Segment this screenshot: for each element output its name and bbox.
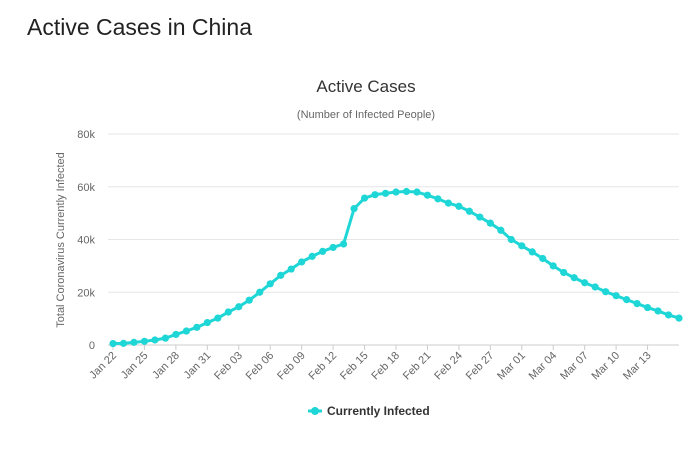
data-point: [664, 311, 673, 319]
page-title: Active Cases in China: [27, 14, 252, 40]
y-tick-label: 80k: [77, 129, 95, 141]
data-point: [287, 265, 295, 273]
x-tick-label: Jan 31: [182, 350, 214, 382]
data-point: [339, 240, 348, 248]
data-point: [675, 314, 683, 322]
data-point: [518, 242, 526, 250]
x-tick-label: Mar 13: [621, 350, 654, 383]
y-tick-label: 0: [89, 340, 95, 352]
x-tick-label: Jan 25: [119, 350, 151, 382]
x-tick-label: Jan 22: [87, 350, 119, 382]
data-point: [224, 308, 232, 316]
x-tick-label: Feb 27: [464, 350, 497, 383]
data-point: [455, 202, 463, 210]
data-point: [371, 191, 379, 199]
y-axis-ticks: 0 20k 40k 60k 80k: [77, 129, 95, 352]
x-tick-label: Feb 09: [275, 350, 308, 383]
data-point: [423, 191, 432, 199]
data-point: [256, 288, 264, 296]
y-tick-label: 40k: [77, 235, 95, 247]
data-point: [591, 283, 599, 291]
data-point: [654, 307, 662, 315]
data-point: [214, 314, 222, 322]
chart-title: Active Cases: [316, 77, 415, 96]
data-point: [444, 199, 453, 207]
data-point: [581, 279, 589, 287]
data-point: [560, 268, 568, 277]
data-point: [277, 271, 285, 279]
data-point: [182, 327, 190, 335]
data-point: [402, 187, 411, 196]
data-point: [465, 207, 473, 215]
data-point: [476, 213, 484, 221]
data-point: [507, 235, 515, 244]
y-tick-label: 60k: [77, 182, 95, 194]
x-tick-label: Jan 28: [150, 350, 182, 382]
data-point: [612, 292, 620, 300]
data-point: [392, 188, 400, 196]
data-point: [245, 296, 253, 304]
data-point: [602, 288, 610, 296]
chart-subtitle: (Number of Infected People): [297, 109, 435, 121]
data-point: [360, 194, 369, 202]
data-point: [203, 318, 211, 327]
x-tick-label: Mar 07: [558, 350, 591, 383]
x-tick-label: Feb 03: [212, 350, 245, 383]
x-tick-label: Feb 24: [432, 350, 465, 383]
x-tick-label: Feb 06: [244, 350, 277, 383]
legend-label[interactable]: Currently Infected: [327, 404, 430, 418]
y-tick-label: 20k: [77, 287, 95, 299]
data-point: [319, 247, 327, 255]
legend-marker-icon: [311, 407, 319, 415]
data-point: [140, 337, 149, 345]
data-point: [570, 274, 578, 282]
data-point: [119, 339, 128, 347]
data-point: [413, 188, 421, 196]
data-point: [151, 336, 159, 344]
series-line: [111, 190, 681, 346]
data-point: [130, 338, 138, 346]
data-point: [161, 334, 170, 342]
gridlines: [108, 133, 679, 346]
data-point: [109, 339, 117, 348]
data-point: [298, 258, 306, 266]
x-tick-label: Mar 10: [590, 350, 623, 383]
data-point: [434, 195, 442, 203]
data-point: [622, 296, 631, 304]
data-point: [539, 254, 547, 263]
x-tick-label: Feb 18: [369, 350, 402, 383]
x-tick-label: Mar 01: [495, 350, 528, 383]
data-point: [329, 243, 337, 252]
data-point: [193, 323, 201, 331]
data-point: [486, 219, 494, 227]
x-tick-label: Mar 04: [527, 350, 560, 383]
data-point: [633, 299, 641, 308]
legend[interactable]: Currently Infected: [308, 404, 430, 418]
x-tick-label: Feb 15: [338, 350, 371, 383]
data-point: [266, 280, 274, 288]
data-point: [497, 226, 505, 234]
x-tick-label: Feb 12: [307, 350, 340, 383]
series-currently-infected: [109, 187, 683, 348]
y-axis-label: Total Coronavirus Currently Infected: [55, 152, 67, 327]
data-point: [381, 189, 390, 197]
data-point: [549, 262, 557, 270]
data-point: [350, 205, 358, 213]
data-point: [643, 303, 652, 312]
data-point: [528, 248, 536, 256]
x-tick-label: Feb 21: [401, 350, 434, 383]
data-point: [308, 252, 316, 260]
data-point: [235, 303, 243, 311]
data-point: [172, 330, 180, 339]
